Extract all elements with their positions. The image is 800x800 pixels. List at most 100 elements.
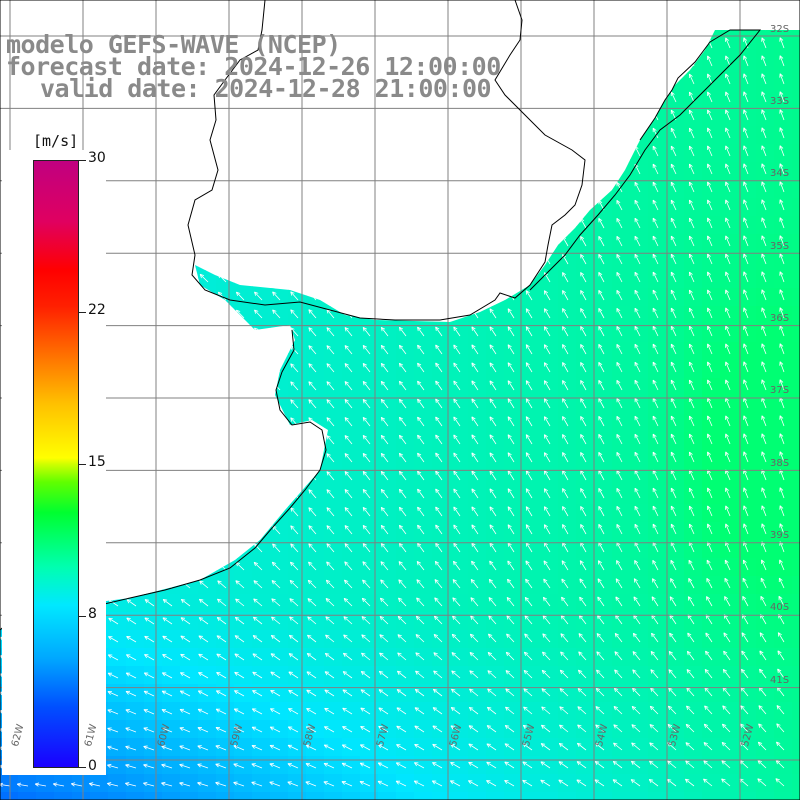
wind-arrow [670, 289, 677, 301]
wind-arrow [380, 561, 389, 571]
wind-arrow [235, 147, 245, 157]
wind-arrow [397, 634, 407, 643]
wind-speed-cell [702, 180, 721, 199]
wind-arrow [127, 238, 137, 247]
wind-arrow [235, 543, 245, 553]
wind-speed-cell [558, 756, 577, 775]
wind-arrow [707, 2, 712, 12]
wind-arrow [507, 56, 515, 67]
wind-arrow [489, 30, 497, 31]
wind-speed-cell [108, 522, 127, 541]
wind-speed-cell [576, 414, 595, 433]
wind-arrow [652, 253, 659, 265]
wind-arrow [543, 524, 551, 535]
wind-arrow [288, 689, 299, 697]
wind-arrow [0, 131, 11, 139]
wind-speed-cell [180, 720, 199, 739]
wind-arrow [562, 128, 569, 139]
wind-arrow [396, 689, 407, 697]
wind-arrow [344, 363, 353, 373]
wind-speed-cell [324, 288, 343, 307]
wind-speed-cell [162, 198, 181, 217]
wind-speed-cell [594, 576, 613, 595]
wind-speed-cell [378, 360, 397, 379]
wind-arrow [688, 578, 695, 589]
wind-arrow [525, 38, 533, 49]
wind-arrow [417, 542, 425, 553]
wind-speed-cell [144, 756, 163, 775]
wind-arrow [287, 781, 299, 787]
wind-speed-cell [558, 180, 577, 199]
wind-arrow [181, 400, 191, 409]
wind-arrow [725, 163, 731, 175]
wind-speed-cell [558, 630, 577, 649]
wind-arrow [362, 273, 371, 283]
wind-arrow [362, 363, 371, 373]
wind-arrow [651, 596, 659, 607]
wind-arrow [272, 111, 281, 121]
wind-speed-cell [540, 774, 559, 793]
wind-arrow [779, 181, 785, 193]
wind-arrow [180, 598, 191, 607]
wind-arrow [127, 184, 137, 193]
wind-speed-cell [144, 774, 163, 793]
wind-speed-cell [180, 180, 199, 199]
wind-speed-cell [558, 432, 577, 451]
wind-speed-cell [162, 432, 181, 451]
wind-arrow [435, 182, 443, 193]
wind-speed-cell [792, 450, 800, 469]
wind-speed-cell [324, 594, 343, 613]
wind-arrow [326, 561, 335, 571]
wind-arrow [362, 237, 371, 247]
wind-arrow [670, 127, 677, 139]
wind-speed-cell [648, 522, 667, 541]
wind-arrow [525, 560, 533, 571]
wind-speed-cell [522, 54, 541, 73]
wind-arrow [199, 237, 209, 247]
wind-arrow [504, 779, 515, 787]
wind-speed-cell [180, 288, 199, 307]
wind-speed-cell [342, 162, 361, 181]
wind-speed-cell [684, 702, 703, 721]
wind-speed-cell [684, 324, 703, 343]
wind-arrow [616, 163, 623, 175]
wind-arrow [362, 399, 371, 409]
wind-speed-cell [504, 720, 523, 739]
wind-speed-cell [0, 774, 19, 793]
wind-arrow [598, 30, 605, 31]
wind-arrow [631, 724, 641, 733]
wind-speed-cell [108, 504, 127, 523]
wind-speed-cell [198, 486, 217, 505]
wind-speed-cell [288, 486, 307, 505]
wind-arrow [704, 705, 713, 715]
wind-arrow [779, 37, 785, 49]
wind-speed-cell [162, 360, 181, 379]
wind-speed-cell [558, 720, 577, 739]
wind-arrow [707, 199, 713, 211]
wind-speed-cell [648, 792, 667, 800]
wind-speed-cell [702, 342, 721, 361]
wind-speed-cell [324, 630, 343, 649]
wind-arrow [217, 237, 227, 247]
wind-arrow [670, 181, 677, 193]
wind-arrow [344, 219, 353, 229]
wind-speed-cell [288, 0, 307, 19]
wind-speed-cell [414, 198, 433, 217]
wind-arrow [722, 705, 731, 715]
wind-arrow [703, 742, 713, 751]
wind-arrow [272, 435, 281, 445]
wind-speed-cell [468, 648, 487, 667]
wind-arrow [616, 451, 623, 463]
wind-speed-cell [486, 306, 505, 325]
wind-arrow [725, 145, 731, 157]
wind-arrow [670, 253, 677, 265]
wind-speed-cell [720, 648, 739, 667]
wind-arrow [779, 217, 785, 229]
wind-speed-cell [198, 234, 217, 253]
wind-speed-cell [504, 30, 523, 37]
wind-speed-cell [180, 486, 199, 505]
wind-arrow [670, 199, 677, 211]
wind-arrow [507, 506, 515, 517]
wind-arrow [507, 398, 515, 409]
wind-arrow [688, 307, 695, 319]
